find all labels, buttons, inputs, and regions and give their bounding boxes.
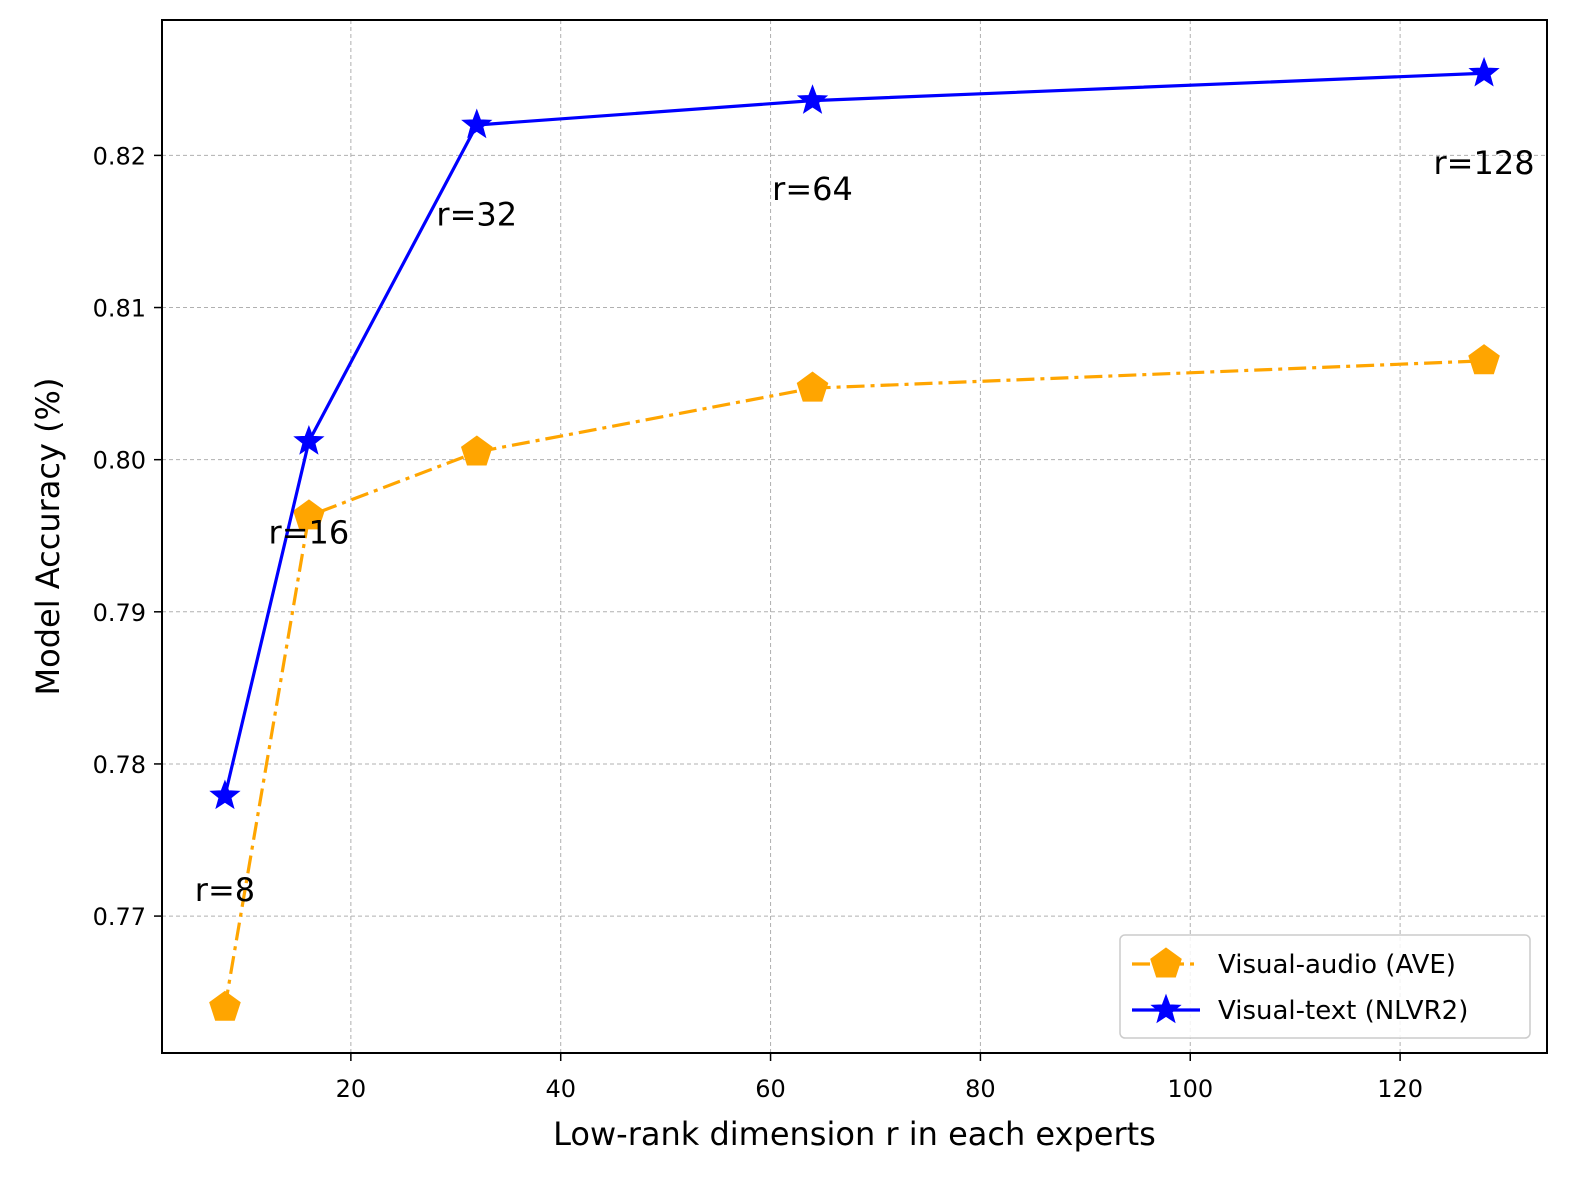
legend-label: Visual-text (NLVR2) — [1218, 996, 1468, 1026]
data-point — [461, 108, 493, 139]
data-point — [460, 435, 493, 466]
x-tick-label: 100 — [1167, 1075, 1213, 1103]
x-tick-label: 60 — [755, 1075, 786, 1103]
series-line — [223, 359, 1485, 1008]
x-tick-label: 40 — [545, 1075, 576, 1103]
x-tick-label: 80 — [965, 1075, 996, 1103]
x-tick-label: 120 — [1377, 1075, 1423, 1103]
annotation-label: r=32 — [436, 196, 517, 234]
y-tick-label: 0.81 — [93, 295, 146, 323]
x-axis-label: Low-rank dimension r in each experts — [553, 1115, 1156, 1153]
annotation-label: r=16 — [269, 514, 350, 552]
legend-box — [1119, 934, 1531, 1039]
annotations: r=8 r=16 r=32 r=64 r=128 — [195, 144, 1535, 909]
series-layer — [209, 56, 1500, 1021]
data-point — [1468, 56, 1500, 87]
data-point — [1468, 344, 1500, 375]
annotation-label: r=8 — [195, 871, 255, 909]
legend-item: Visual-audio (AVE) — [1132, 947, 1456, 980]
legend-marker — [1150, 947, 1182, 978]
data-point — [209, 779, 241, 810]
legend-label: Visual-audio (AVE) — [1218, 950, 1456, 980]
y-tick-label: 0.80 — [93, 447, 146, 475]
series-1 — [209, 344, 1500, 1021]
axis-ticks: 20 40 60 80 100 120 0.77 0.78 0.79 0.80 0.81 0.82 — [93, 142, 1423, 1103]
y-tick-label: 0.77 — [93, 903, 146, 931]
data-point — [796, 84, 829, 114]
legend-marker — [1150, 993, 1182, 1024]
series-2 — [209, 56, 1500, 810]
x-tick-label: 20 — [336, 1075, 367, 1103]
y-axis-label: Model Accuracy (%) — [29, 378, 67, 696]
y-tick-label: 0.79 — [93, 599, 146, 627]
data-point — [293, 499, 325, 530]
annotation-label: r=128 — [1434, 144, 1535, 182]
y-tick-label: 0.82 — [93, 142, 146, 170]
y-tick-label: 0.78 — [93, 751, 146, 779]
legend-item: Visual-text (NLVR2) — [1132, 993, 1468, 1026]
legend: Visual-audio (AVE) Visual-text (NLVR2) — [1119, 934, 1531, 1039]
data-point — [209, 990, 241, 1021]
annotation-label: r=64 — [772, 170, 853, 208]
data-point — [796, 371, 829, 402]
data-point — [293, 424, 325, 455]
plot-frame — [161, 19, 1548, 1054]
